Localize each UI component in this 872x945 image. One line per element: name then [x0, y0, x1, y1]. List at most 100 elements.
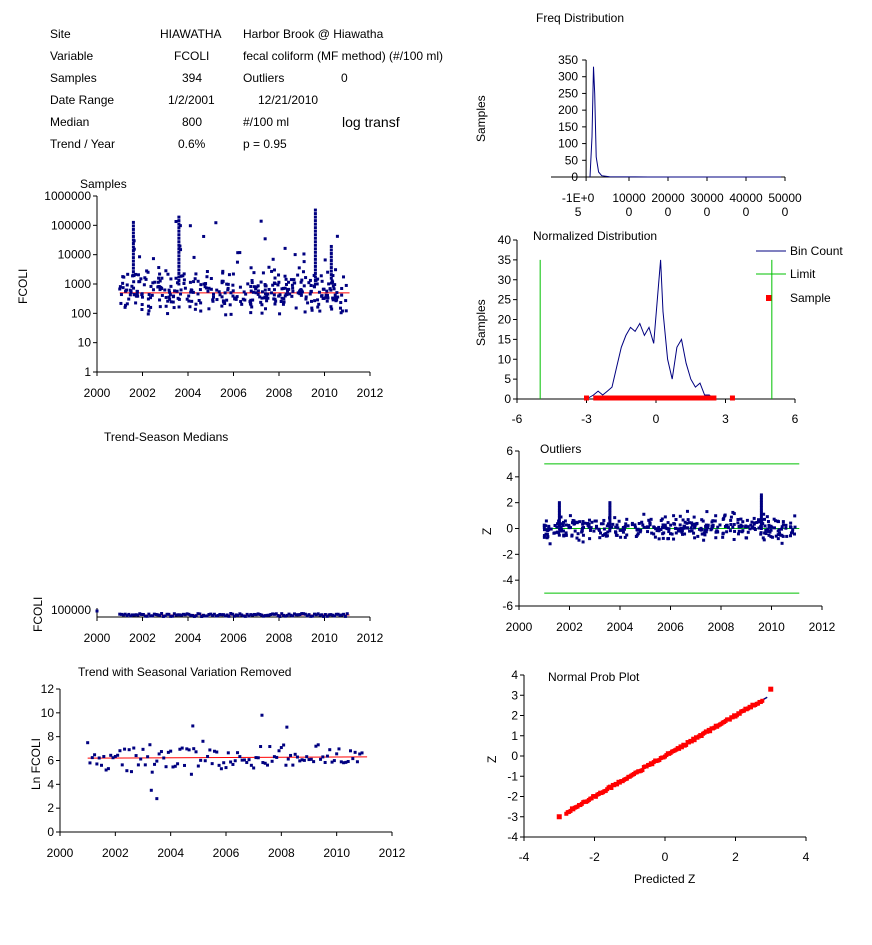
samples-point: [313, 208, 317, 212]
samples-point: [202, 234, 206, 238]
trend-removed-point: [109, 753, 113, 757]
outliers-point: [594, 519, 598, 523]
samples-point: [308, 292, 312, 296]
samples-point: [211, 292, 215, 296]
samples-point: [177, 254, 181, 258]
samples-point: [259, 300, 263, 304]
normprob-ytick-label: -4: [507, 830, 518, 844]
outliers-point: [576, 532, 580, 536]
trend-season-point: [225, 613, 229, 617]
trend-removed-point: [344, 760, 348, 764]
samples-point: [325, 299, 329, 303]
outliers-point: [767, 523, 771, 527]
trend-removed-point: [194, 750, 198, 754]
samples-xtick-label: 2006: [220, 386, 247, 400]
samples-point: [223, 291, 227, 295]
samples-point: [329, 266, 333, 270]
trend-season-point: [240, 613, 244, 617]
normdist-ytick-label: 10: [498, 352, 512, 366]
samples-point: [331, 274, 335, 278]
trend-season-point: [227, 614, 231, 618]
trend-removed-point: [307, 758, 311, 762]
outliers-point: [636, 527, 640, 531]
trend-season-point: [169, 614, 173, 618]
normprob-ytick-label: 2: [511, 709, 518, 723]
samples-point: [134, 301, 138, 305]
samples-point: [290, 283, 294, 287]
outliers-point: [790, 530, 794, 534]
trend-removed-ytick-label: 8: [47, 730, 54, 744]
samples-point: [277, 280, 281, 284]
trend-season-point: [125, 614, 129, 618]
outliers-point: [681, 532, 685, 536]
outliers-point: [668, 532, 672, 536]
samples-point: [317, 290, 321, 294]
samples-point: [266, 292, 270, 296]
outliers-point: [680, 530, 684, 534]
outliers-point: [547, 524, 551, 528]
freq-xtick-label-line2: 0: [782, 205, 789, 219]
samples-point: [272, 288, 276, 292]
freq-xtick-label-line2: 0: [665, 205, 672, 219]
normdist-ytick-label: 5: [504, 372, 511, 386]
samples-point: [313, 254, 317, 258]
normdist-ytick-label: 20: [498, 313, 512, 327]
samples-point: [251, 290, 255, 294]
samples-point: [292, 278, 296, 282]
samples-point: [197, 298, 201, 302]
normdist-ytick-label: 30: [498, 273, 512, 287]
outliers-point: [729, 515, 733, 519]
date-range-end: 12/21/2010: [258, 93, 319, 107]
normprob-xtick-label: 2: [732, 850, 739, 864]
normprob-point: [640, 768, 645, 773]
trend-removed-point: [321, 755, 325, 759]
outliers-point: [683, 520, 687, 524]
samples-ytick-label: 10: [78, 336, 92, 350]
outliers-point: [756, 520, 760, 524]
trend-p: p = 0.95: [243, 137, 287, 151]
samples-point: [271, 283, 275, 287]
samples-point: [332, 287, 336, 291]
trend-removed-point: [199, 758, 203, 762]
outliers-point: [788, 534, 792, 538]
outliers-point: [567, 525, 571, 529]
samples-point: [177, 282, 181, 286]
trend-season-point: [278, 614, 282, 618]
samples-point: [330, 307, 334, 311]
samples-point: [211, 298, 215, 302]
trend-removed-point: [196, 764, 200, 768]
outliers-point: [759, 506, 763, 510]
samples-point: [327, 282, 331, 286]
trend-removed-point: [224, 766, 228, 770]
outliers-point: [759, 501, 763, 505]
outliers-point: [581, 520, 585, 524]
trend-season-point: [121, 613, 125, 617]
outliers-xtick-label: 2006: [657, 620, 684, 634]
normprob-xtick-label: -4: [519, 850, 530, 864]
freq-ytick-label: 300: [558, 70, 578, 84]
samples-point: [240, 302, 244, 306]
median-note: log transf: [342, 114, 400, 130]
outliers-point: [672, 537, 676, 541]
samples-point: [215, 298, 219, 302]
outliers-point: [680, 529, 684, 533]
samples-point: [177, 215, 181, 219]
samples-point: [177, 305, 181, 309]
trend-season-point: [247, 614, 251, 618]
samples-point: [226, 286, 230, 290]
trend-removed-xtick-label: 2004: [157, 846, 184, 860]
samples-point: [168, 290, 172, 294]
samples-point: [283, 294, 287, 298]
samples-point: [331, 298, 335, 302]
samples-point: [211, 295, 215, 299]
samples-point: [284, 282, 288, 286]
samples-point: [138, 255, 142, 259]
outliers-point: [697, 527, 701, 531]
outliers-point: [663, 523, 667, 527]
outliers-point: [725, 523, 729, 527]
trend-removed-point: [282, 743, 286, 747]
site-label: Site: [50, 27, 71, 41]
trend-removed-point: [351, 757, 355, 761]
samples-point: [272, 268, 276, 272]
samples-point: [313, 268, 317, 272]
